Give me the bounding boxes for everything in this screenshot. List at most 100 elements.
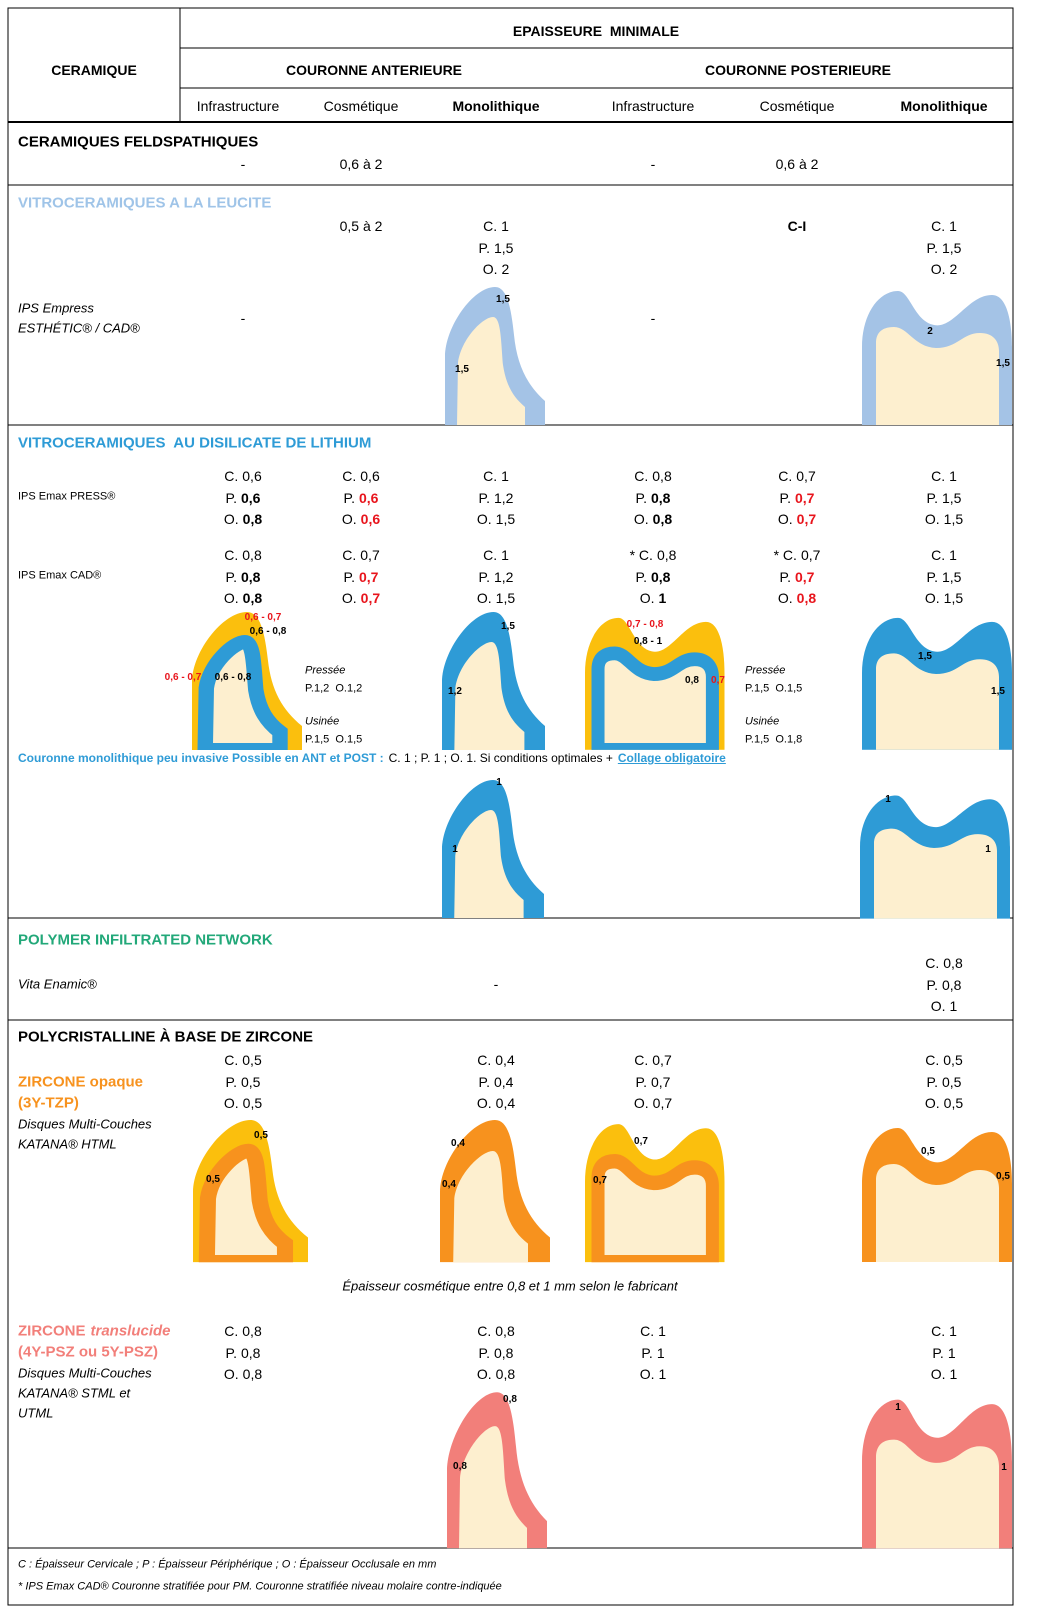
- text: Disques Multi-Couches: [18, 1116, 152, 1132]
- header-title: EPAISSEURE MINIMALE: [512, 23, 680, 39]
- cell-prefix: O.: [924, 590, 940, 606]
- cell-value: 0,8: [242, 547, 262, 563]
- cell-line: P. 1,2: [479, 491, 514, 505]
- cell-line: C. 1: [483, 548, 509, 562]
- cell-prefix: P.: [225, 568, 237, 585]
- method-name: Usinée: [745, 715, 780, 728]
- cell-value: 0,4: [495, 1095, 516, 1111]
- cell-value: 0,7: [652, 1052, 672, 1068]
- diagram-label: 1,5: [501, 621, 515, 632]
- cell-line: O. 1,5: [925, 512, 963, 526]
- cell-prefix: P.: [225, 1344, 237, 1361]
- cell-line: P. 0,8: [927, 978, 962, 992]
- cell-prefix: C.: [483, 218, 498, 234]
- cell-line: O. 0,7: [778, 512, 816, 526]
- cell-line: O. 0,7: [634, 1096, 672, 1110]
- cell-line: C. 1: [483, 219, 509, 233]
- cell-prefix: C.: [931, 218, 946, 234]
- cell-line: C. 1: [931, 219, 957, 233]
- diagram-label: 1: [895, 1402, 901, 1413]
- cell-value: 0,8: [796, 590, 817, 606]
- cell-prefix: C.: [477, 1323, 492, 1339]
- cell-value: 0,7: [650, 1073, 671, 1090]
- cell-prefix: O.: [341, 590, 357, 606]
- diagram-label: 1,5: [455, 364, 469, 375]
- tooth-layers: [862, 617, 1012, 750]
- cell-prefix: O.: [341, 511, 357, 527]
- cell-prefix: O.: [223, 1366, 239, 1382]
- cell-value: 1: [501, 547, 509, 563]
- cell-prefix: C.: [778, 468, 793, 484]
- cell-value: 1,5: [493, 239, 514, 256]
- cell-value: 0,6: [360, 468, 380, 484]
- cell-line: P. 0,6: [344, 491, 379, 505]
- cell-value: 1: [949, 218, 957, 234]
- cell-value: 0,6: [242, 468, 262, 484]
- cell-line: O. 0,8: [477, 1367, 515, 1381]
- cell-prefix: O.: [476, 590, 492, 606]
- cell-prefix: O.: [633, 1095, 649, 1111]
- cell-prefix: C.: [925, 1052, 940, 1068]
- cell-prefix: P.: [478, 489, 490, 506]
- cell-prefix: P.: [926, 568, 938, 585]
- cell-line: C. 0,8: [925, 956, 962, 970]
- cell-value: 1: [949, 998, 958, 1014]
- cell-prefix: O.: [223, 590, 239, 606]
- cell-line: C. 1: [931, 548, 957, 562]
- cell-value: 2: [501, 261, 510, 277]
- cell-value: 0,8: [656, 547, 677, 563]
- cell-line: C. 1: [640, 1324, 666, 1338]
- cell-value: 0,5: [943, 1095, 964, 1111]
- column-header: Infrastructure: [611, 98, 695, 114]
- cell-value: 0,8: [240, 568, 261, 585]
- product-name: IPS Emax PRESS®: [18, 490, 116, 503]
- diagram-label: 1: [985, 844, 991, 855]
- tooth-diagram: [862, 617, 1012, 750]
- cell-line: P. 0,5: [226, 1075, 261, 1089]
- cell-value: 0,7: [796, 511, 817, 527]
- diagram-label: 0,6 - 0,8: [214, 672, 252, 683]
- diagram-label: 1,5: [996, 358, 1010, 369]
- cell-line: C. 0,7: [778, 469, 815, 483]
- cell-prefix: P.: [926, 489, 938, 506]
- cell-line: O. 0,5: [224, 1096, 262, 1110]
- cell-line: C. 0,7: [634, 1053, 671, 1067]
- cell-prefix: P.: [478, 1344, 490, 1361]
- column-header: Cosmétique: [323, 98, 399, 114]
- cell-line: P. 0,8: [636, 491, 671, 505]
- cell-prefix: P.: [343, 489, 355, 506]
- note-text: C. 1 ; P. 1 ; O. 1. Si conditions optima…: [388, 751, 613, 765]
- cell-value: 0,5: [240, 1073, 261, 1090]
- cell-line: P. 1,2: [479, 570, 514, 584]
- diagram-label: 0,6 - 0,7: [164, 672, 202, 683]
- cell-prefix: P.: [635, 568, 647, 585]
- text: 0,6 à 2: [775, 156, 819, 172]
- cell-line: C. 0,4: [477, 1053, 514, 1067]
- diagram-label: 0,7: [634, 1136, 648, 1147]
- cell-line: O. 0,6: [342, 512, 380, 526]
- method-name: Pressée: [305, 664, 346, 677]
- cell-value: 1,2: [493, 489, 514, 506]
- cell-line: C. 0,8: [224, 1324, 261, 1338]
- cell-line: P. 1,5: [479, 241, 514, 255]
- cell-line: O. 0,4: [477, 1096, 515, 1110]
- cell-line: C. 1: [931, 469, 957, 483]
- cell-line: * C. 0,8: [630, 548, 677, 562]
- cell-prefix: P.: [635, 1073, 647, 1090]
- cell-value: 0,4: [495, 1052, 515, 1068]
- cell-line: O. 0,8: [224, 512, 262, 526]
- cell-line: O. 1: [931, 1367, 958, 1381]
- cell-value: 1: [658, 590, 667, 606]
- text: -: [650, 310, 656, 326]
- cell-value: 0,8: [242, 1323, 262, 1339]
- text: 0,6 à 2: [339, 156, 383, 172]
- cell-value: 0,6: [360, 511, 381, 527]
- cell-line: C. 0,8: [477, 1324, 514, 1338]
- cell-prefix: C.: [483, 468, 498, 484]
- cell-value: 0,5: [242, 1052, 262, 1068]
- cell-value: 1: [949, 547, 957, 563]
- method-values: P.1,5 O.1,8: [745, 733, 803, 746]
- cell-line: C. 0,6: [342, 469, 379, 483]
